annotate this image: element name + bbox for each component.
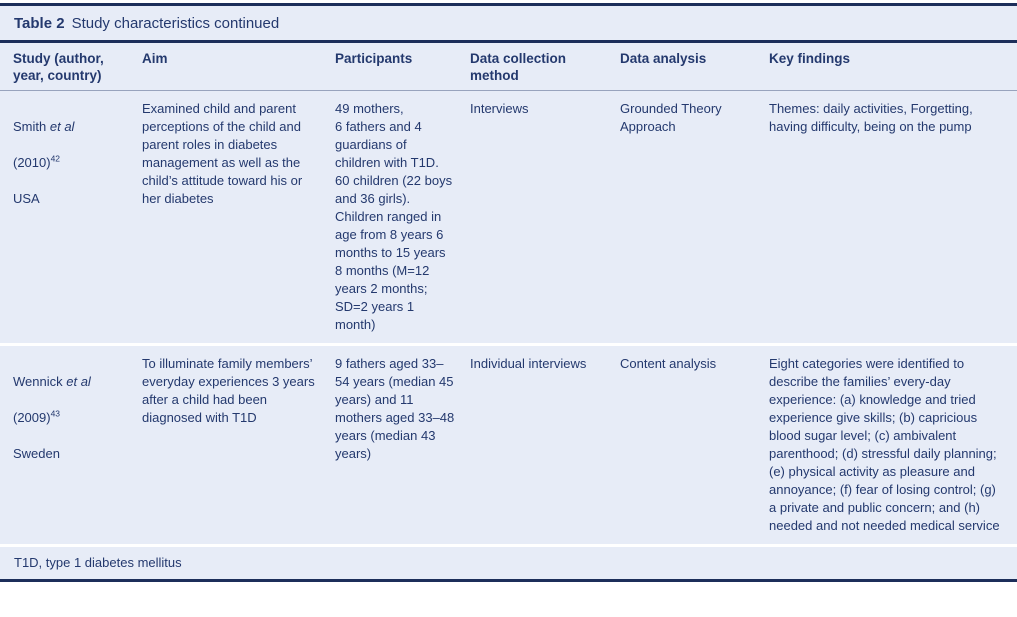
table-label: Table 2 xyxy=(14,15,65,32)
cell-data-collection-method: Interviews xyxy=(470,101,529,116)
cell-aim: To illuminate family members’ everyday e… xyxy=(142,343,335,544)
cell-study: Smith et al (2010)42 USA xyxy=(0,91,142,345)
cell-participants: 9 fathers aged 33–54 years (median 45 ye… xyxy=(335,343,470,544)
cell-participants: 49 mothers, 6 fathers and 4 guardians of… xyxy=(335,101,453,332)
study-country: Sweden xyxy=(13,446,60,461)
study-author: Smith xyxy=(13,119,47,134)
table-caption: Table 2 Study characteristics continued xyxy=(0,6,1017,43)
table-body: Smith et al (2010)42 USA Examined child … xyxy=(0,91,1017,544)
study-author: Wennick xyxy=(13,374,63,389)
table-title: Study characteristics continued xyxy=(71,15,280,32)
study-characteristics-table: Table 2 Study characteristics continued S… xyxy=(0,3,1017,582)
header-row: Study (author, year, country) Aim Partic… xyxy=(0,43,1017,91)
table-footnote-section: T1D, type 1 diabetes mellitus xyxy=(0,544,1017,579)
cell-key-findings: Eight categories were identified to desc… xyxy=(769,343,1017,544)
study-reference-number: 42 xyxy=(50,153,61,164)
table-header: Study (author, year, country) Aim Partic… xyxy=(0,43,1017,91)
table-row-smith: Smith et al (2010)42 USA Examined child … xyxy=(0,91,1017,345)
study-etal: et al xyxy=(66,374,91,389)
cell-data-analysis: Content analysis xyxy=(620,343,769,544)
data-table: Study (author, year, country) Aim Partic… xyxy=(0,43,1017,544)
cell-study: Wennick et al (2009)43 Sweden xyxy=(0,343,142,544)
cell-data-collection-method: Individual interviews xyxy=(470,343,620,544)
col-header-key-findings: Key findings xyxy=(769,43,1017,91)
study-year: (2010) xyxy=(13,155,51,170)
study-country: USA xyxy=(13,191,40,206)
col-header-participants: Participants xyxy=(335,43,470,91)
table-footnote: T1D, type 1 diabetes mellitus xyxy=(14,555,182,570)
col-header-data-collection-method: Data collection method xyxy=(470,43,620,91)
col-header-aim: Aim xyxy=(142,43,335,91)
study-etal: et al xyxy=(49,119,75,134)
study-year: (2009) xyxy=(13,410,51,425)
col-header-study: Study (author, year, country) xyxy=(0,43,142,91)
cell-key-findings: Themes: daily activities, Forgetting, ha… xyxy=(769,101,973,134)
cell-data-analysis: Grounded Theory Approach xyxy=(620,101,722,134)
cell-aim: Examined child and parent perceptions of… xyxy=(142,101,303,206)
col-header-data-analysis: Data analysis xyxy=(620,43,769,91)
study-reference-number: 43 xyxy=(50,408,61,419)
table-row-wennick: Wennick et al (2009)43 Sweden To illumin… xyxy=(0,343,1017,544)
